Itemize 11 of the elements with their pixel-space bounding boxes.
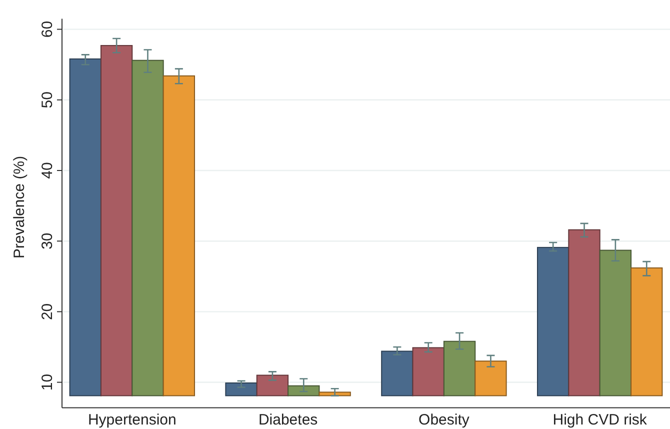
y-tick-label: 40 bbox=[39, 162, 56, 179]
y-tick-label: 20 bbox=[39, 303, 56, 320]
x-tick-label: Hypertension bbox=[88, 412, 176, 429]
y-tick-label: 10 bbox=[39, 374, 56, 391]
x-tick-label: High CVD risk bbox=[552, 412, 648, 429]
y-tick-label: 60 bbox=[39, 20, 56, 38]
y-tick-label: 50 bbox=[39, 92, 56, 108]
x-tick-label: Obesity bbox=[418, 412, 470, 429]
x-tick-label: Diabetes bbox=[258, 412, 318, 429]
y-tick-label: 30 bbox=[39, 232, 56, 250]
y-axis-title: Prevalence (%) bbox=[11, 156, 28, 258]
